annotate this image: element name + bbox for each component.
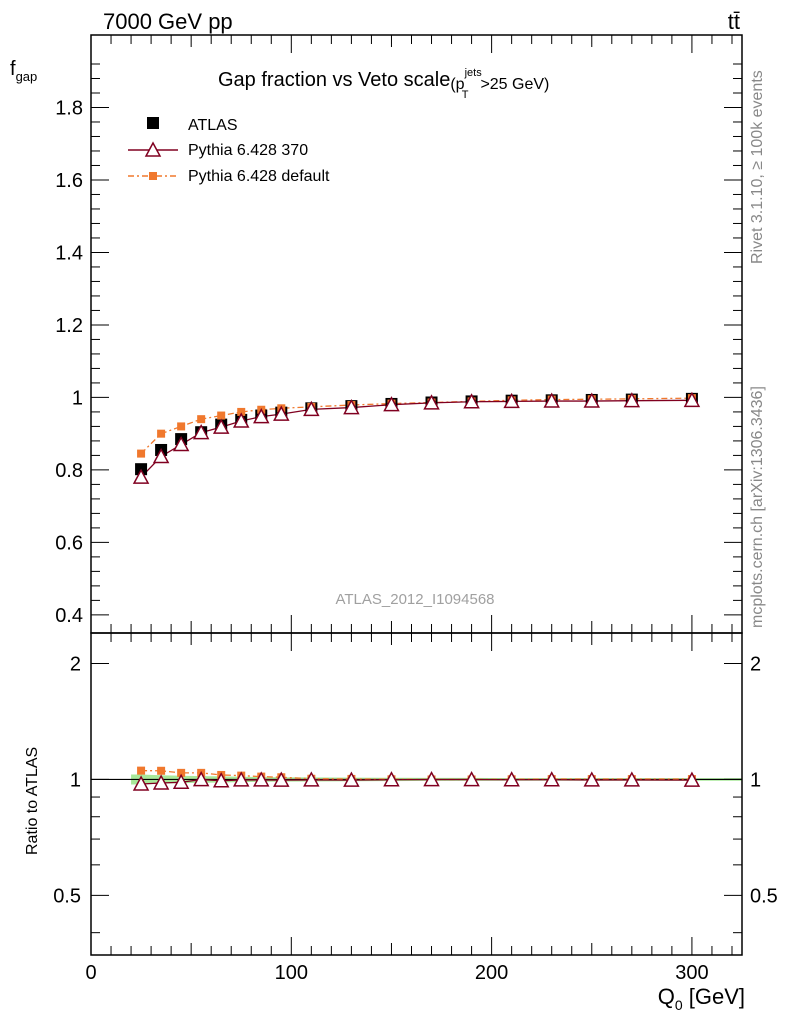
main-title: Gap fraction vs Veto scale(pjets T>25 GeV… — [218, 67, 549, 101]
rivet-version-label: Rivet 3.1.10, ≥ 100k events — [749, 70, 766, 264]
pythia-370-point — [232, 412, 250, 428]
main-y-tick-label: 0.4 — [55, 605, 83, 627]
legend-pythia370-marker — [144, 141, 162, 157]
ratio-pythia-370-point — [253, 771, 270, 787]
ratio-pythia-370-point — [212, 772, 230, 788]
main-data-layer — [132, 391, 701, 484]
ratio-y-tick-label-right: 0.5 — [750, 885, 778, 907]
ratio-pythia-default-point — [137, 766, 146, 775]
legend-atlas-label: ATLAS — [188, 117, 238, 134]
pythia-default-point — [177, 422, 186, 431]
ratio-pythia-370-point — [623, 771, 641, 787]
pythia-370-point — [623, 392, 641, 408]
ratio-y-tick-label: 0.5 — [53, 885, 81, 907]
process-label: tt̄ — [728, 9, 740, 34]
ratio-pythia-370-point — [423, 771, 440, 787]
pythia-370-point — [343, 398, 360, 415]
x-tick-label: 0 — [85, 962, 96, 984]
ratio-pythia-370-point — [383, 771, 400, 787]
pythia-370-point — [463, 393, 480, 409]
ratio-pythia-default-point — [157, 766, 166, 775]
ratio-pythia-370-point — [172, 773, 190, 790]
main-panel: 0.4 0.6 0.8 1 1.2 1.4 1.6 1.8 Gap fraction vs V… — [10, 34, 743, 634]
analysis-watermark: ATLAS_2012_I1094568 — [335, 591, 494, 608]
legend: ATLAS Pythia 6.428 370 Pythia 6.428 defa… — [128, 117, 330, 185]
pythia-370-point — [583, 392, 601, 408]
ratio-y-tick-label-right: 1 — [750, 769, 761, 791]
main-y-tick-label: 1.6 — [55, 170, 83, 192]
mcplots-reference-label: mcplots.cern.ch [arXiv:1306.3436] — [749, 386, 766, 628]
pythia-370-point — [423, 394, 440, 410]
pythia-370-point — [192, 423, 210, 440]
main-y-tick-label: 0.6 — [55, 532, 83, 554]
ratio-pythia-370-point — [152, 774, 170, 790]
pythia-default-point — [217, 411, 226, 420]
pythia-370-point — [152, 447, 170, 464]
pythia-370-point — [132, 468, 150, 484]
pythia-370-point — [503, 392, 520, 409]
ratio-pythia-370-point — [132, 775, 150, 791]
main-y-label: fgap — [10, 58, 37, 84]
legend-pythia-default-marker — [149, 172, 157, 180]
pythia-370-point — [172, 435, 190, 452]
x-axis-label: Q0 [GeV] — [658, 984, 745, 1013]
pythia-370-point — [683, 391, 701, 408]
ratio-frame — [90, 632, 743, 956]
pythia-370-point — [273, 405, 290, 421]
main-y-tick-label: 1.8 — [55, 97, 83, 119]
x-tick-label: 100 — [275, 962, 308, 984]
main-axis-ticks: 0.4 0.6 0.8 1 1.2 1.4 1.6 1.8 — [55, 35, 742, 633]
pythia-370-point — [303, 400, 320, 417]
ratio-pythia-370-point — [343, 771, 360, 787]
ratio-pythia-370-point — [463, 771, 480, 787]
legend-pythia370-label: Pythia 6.428 370 — [188, 142, 308, 159]
ratio-pythia-370-point — [683, 771, 701, 787]
ratio-data-layer — [91, 766, 743, 791]
pythia-default-point — [237, 407, 246, 416]
pythia-370-point — [543, 392, 560, 408]
pythia-370-point — [383, 396, 400, 412]
ratio-y-tick-label: 2 — [70, 653, 81, 675]
ratio-pythia-370-point — [232, 771, 250, 787]
ratio-pythia-370-point — [303, 771, 320, 787]
ratio-pythia-370-point — [583, 771, 601, 787]
pythia-default-point — [157, 429, 166, 438]
pythia-370-point — [212, 418, 230, 434]
x-tick-label: 300 — [675, 962, 708, 984]
x-tick-label: 200 — [475, 962, 508, 984]
legend-atlas-marker — [147, 117, 159, 129]
main-y-tick-label: 1 — [72, 387, 83, 409]
pythia-370-point — [253, 408, 270, 424]
legend-pythia-default-label: Pythia 6.428 default — [188, 168, 330, 185]
main-y-tick-label: 0.8 — [55, 460, 83, 482]
pythia-default-point — [137, 449, 146, 458]
ratio-pythia-370-point — [503, 771, 520, 787]
ratio-y-tick-label-right: 2 — [750, 653, 761, 675]
ratio-y-tick-label: 1 — [70, 769, 81, 791]
ratio-pythia-370-point — [273, 771, 290, 787]
ratio-panel: 0.5 0.5 1 1 2 2 0 100 200 300 Ratio to ATLAS Q0 [… — [24, 632, 778, 1013]
ratio-axis-ticks: 0.5 0.5 1 1 2 2 0 100 200 300 — [53, 633, 778, 984]
ratio-pythia-370-point — [543, 771, 560, 787]
ratio-pythia-default-point — [177, 768, 186, 777]
pythia-default-point — [197, 415, 206, 424]
series-line-pythia-default — [140, 397, 692, 455]
ratio-y-label: Ratio to ATLAS — [24, 747, 41, 855]
main-y-tick-label: 1.4 — [55, 242, 83, 264]
energy-label: 7000 GeV pp — [103, 9, 233, 34]
ratio-pythia-370-point — [192, 771, 210, 787]
main-y-tick-label: 1.2 — [55, 315, 83, 337]
